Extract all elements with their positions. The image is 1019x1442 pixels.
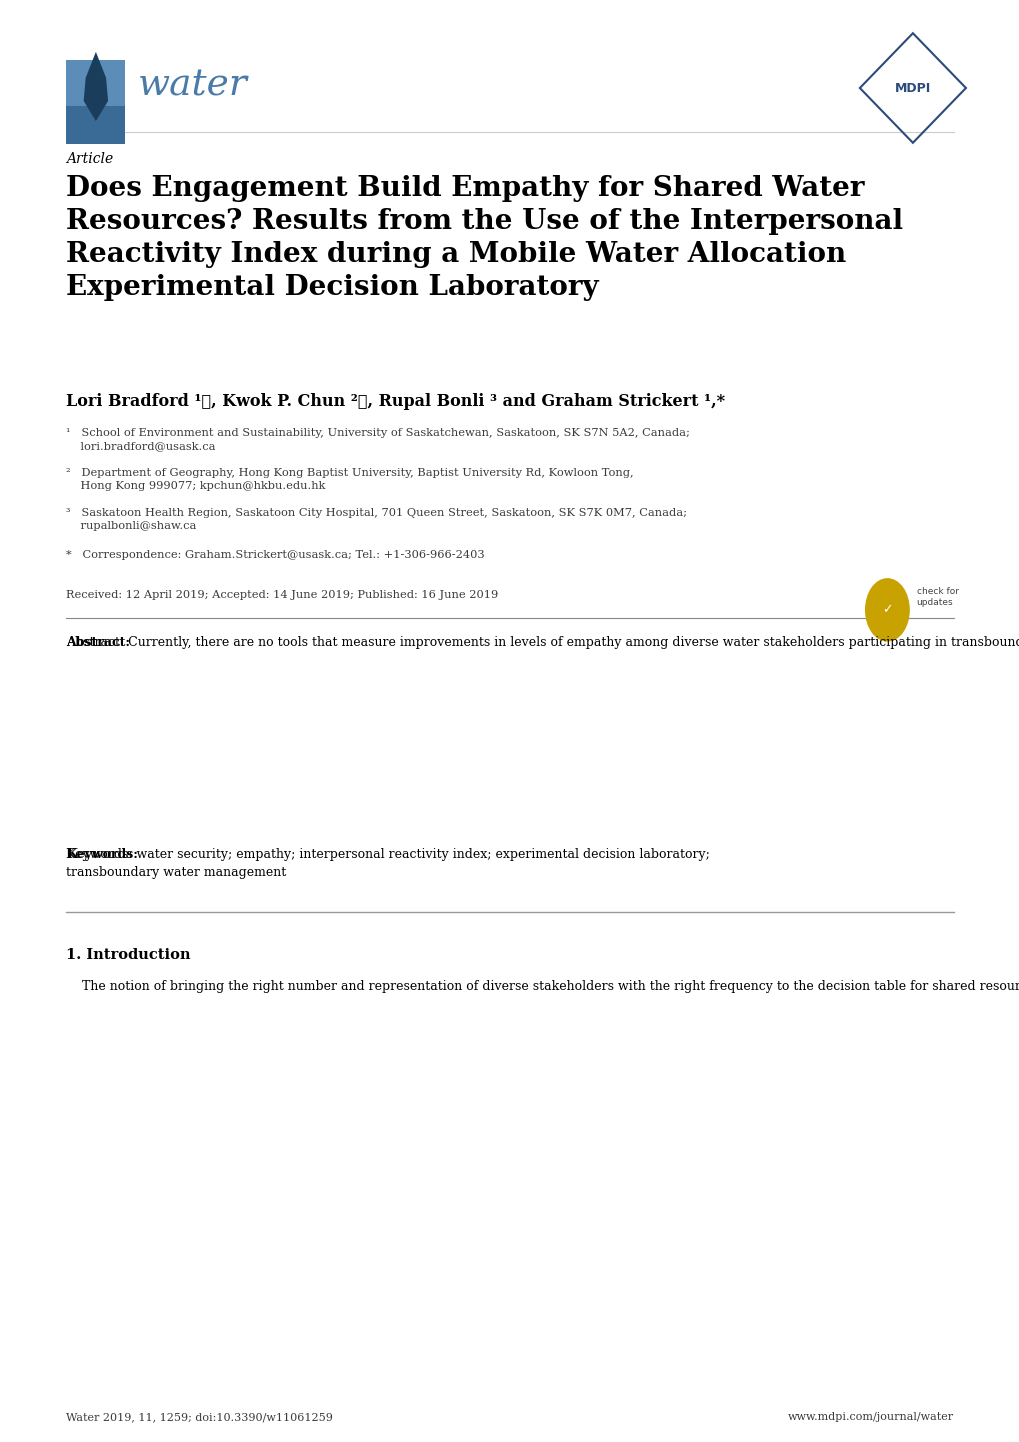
Polygon shape	[84, 52, 108, 121]
Text: ¹   School of Environment and Sustainability, University of Saskatchewan, Saskat: ¹ School of Environment and Sustainabili…	[66, 428, 690, 451]
Text: water: water	[138, 66, 248, 102]
Circle shape	[864, 578, 909, 642]
Text: 1. Introduction: 1. Introduction	[66, 947, 191, 962]
Text: ²   Department of Geography, Hong Kong Baptist University, Baptist University Rd: ² Department of Geography, Hong Kong Bap…	[66, 469, 633, 492]
Text: Abstract:: Abstract:	[66, 636, 130, 649]
Text: ✓: ✓	[881, 603, 892, 616]
FancyBboxPatch shape	[66, 61, 125, 144]
FancyBboxPatch shape	[66, 107, 125, 144]
Text: Keywords:: Keywords:	[66, 848, 138, 861]
Text: Article: Article	[66, 151, 113, 166]
Text: MDPI: MDPI	[894, 82, 930, 95]
Text: Water 2019, 11, 1259; doi:10.3390/w11061259: Water 2019, 11, 1259; doi:10.3390/w11061…	[66, 1412, 333, 1422]
Text: *   Correspondence: Graham.Strickert@usask.ca; Tel.: +1-306-966-2403: * Correspondence: Graham.Strickert@usask…	[66, 549, 484, 559]
Text: Received: 12 April 2019; Accepted: 14 June 2019; Published: 16 June 2019: Received: 12 April 2019; Accepted: 14 Ju…	[66, 590, 498, 600]
Text: Abstract: Currently, there are no tools that measure improvements in levels of e: Abstract: Currently, there are no tools …	[66, 636, 1019, 649]
Text: Keywords: water security; empathy; interpersonal reactivity index; experimental : Keywords: water security; empathy; inter…	[66, 848, 709, 878]
Text: ³   Saskatoon Health Region, Saskatoon City Hospital, 701 Queen Street, Saskatoo: ³ Saskatoon Health Region, Saskatoon Cit…	[66, 508, 687, 531]
Text: The notion of bringing the right number and representation of diverse stakeholde: The notion of bringing the right number …	[66, 981, 1019, 994]
Text: Does Engagement Build Empathy for Shared Water
Resources? Results from the Use o: Does Engagement Build Empathy for Shared…	[66, 174, 903, 300]
Text: check for
updates: check for updates	[916, 587, 958, 607]
Text: Lori Bradford ¹ⓘ, Kwok P. Chun ²ⓘ, Rupal Bonli ³ and Graham Strickert ¹,*: Lori Bradford ¹ⓘ, Kwok P. Chun ²ⓘ, Rupal…	[66, 394, 725, 410]
Text: www.mdpi.com/journal/water: www.mdpi.com/journal/water	[787, 1412, 953, 1422]
